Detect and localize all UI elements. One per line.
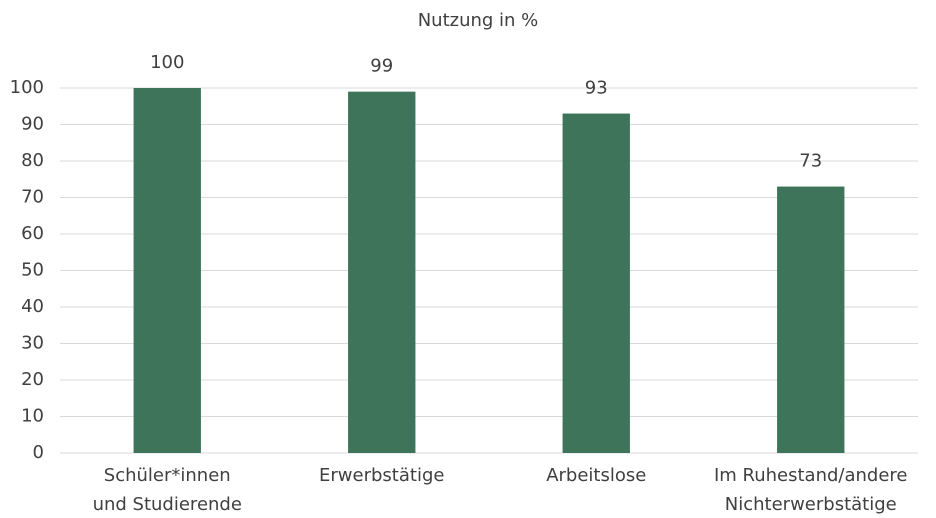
chart-title: Nutzung in % bbox=[418, 10, 539, 31]
y-tick-label: 0 bbox=[33, 442, 44, 463]
bar bbox=[562, 113, 630, 454]
y-tick-label: 20 bbox=[21, 369, 44, 390]
data-label: 100 bbox=[150, 52, 184, 73]
x-tick-label: Arbeitslose bbox=[546, 465, 646, 486]
y-tick-label: 30 bbox=[21, 333, 44, 354]
y-tick-label: 70 bbox=[21, 187, 44, 208]
bar bbox=[133, 88, 201, 453]
y-tick-label: 80 bbox=[21, 150, 44, 171]
y-tick-label: 40 bbox=[21, 296, 44, 317]
y-tick-label: 60 bbox=[21, 223, 44, 244]
x-tick-label: Erwerbstätige bbox=[319, 465, 444, 486]
y-tick-label: 50 bbox=[21, 260, 44, 281]
data-label: 93 bbox=[585, 78, 608, 99]
bar bbox=[348, 91, 416, 454]
x-tick-label: Schüler*innen und Studierende bbox=[93, 465, 242, 515]
y-tick-label: 10 bbox=[21, 406, 44, 427]
y-tick-label: 90 bbox=[21, 114, 44, 135]
data-label: 99 bbox=[370, 56, 393, 77]
x-tick-label: Im Ruhestand/andere Nichterwerbstätige bbox=[714, 465, 908, 515]
y-tick-label: 100 bbox=[10, 77, 44, 98]
bar bbox=[777, 186, 845, 454]
data-label: 73 bbox=[799, 151, 822, 172]
